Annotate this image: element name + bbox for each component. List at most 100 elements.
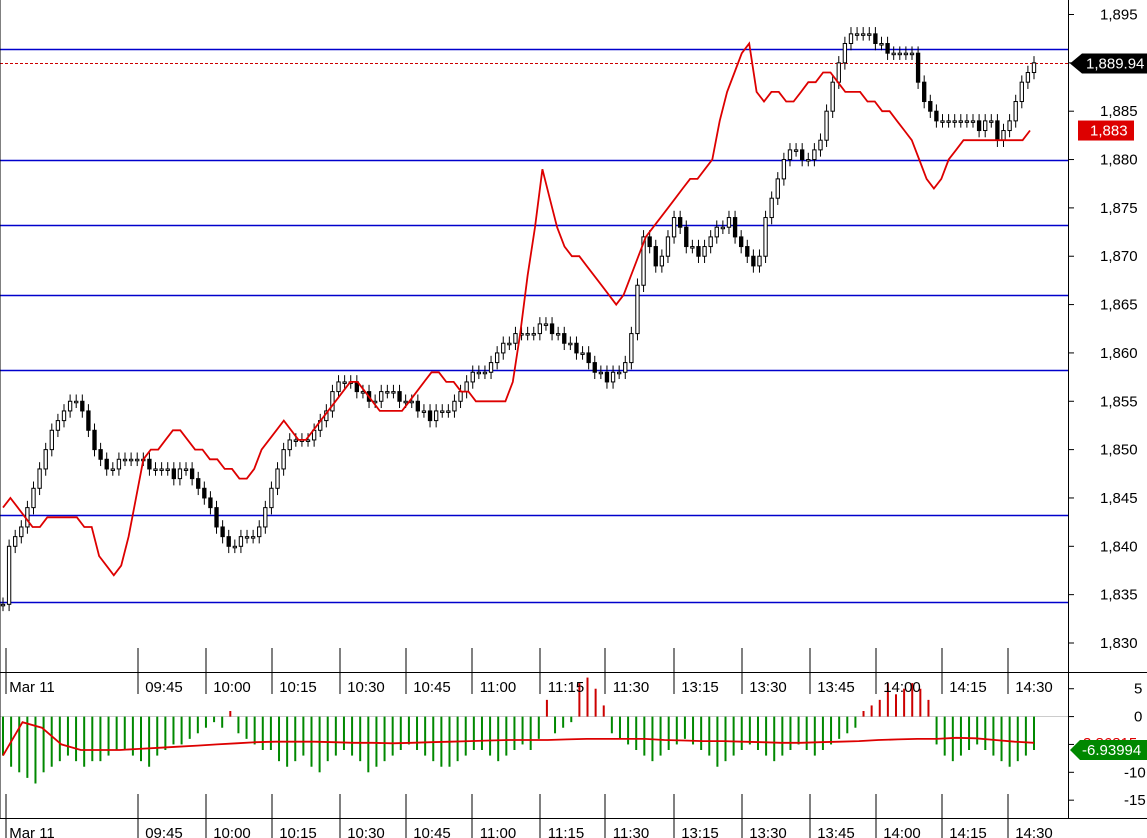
candle [671,210,677,244]
candle-body [958,120,963,123]
candle-body [745,246,750,257]
candle [214,500,219,534]
candle-body [787,149,793,161]
candle [989,114,994,128]
time-tick-label: 11:30 [613,825,649,838]
price-tags: 1,889.94 1,883 [1070,53,1147,141]
candle-body [6,545,12,605]
candle [135,452,140,467]
histogram-tag: -6.93994 [1070,740,1147,761]
candle [513,326,518,351]
candle [690,239,695,254]
price-axis: 1,8951,8901,8851,8801,8751,8701,8651,860… [1068,7,1138,652]
candle [531,326,536,341]
candle [1031,56,1037,80]
candle [629,326,634,370]
candle [153,462,158,476]
candle-body [61,410,67,422]
time-tick-label: 11:00 [480,825,516,838]
candle [269,481,274,515]
candle-body [287,439,292,451]
time-tick-label: 10:15 [279,679,317,696]
candle [397,384,402,409]
candle [842,36,848,70]
time-tick-label: 10:00 [213,825,251,838]
candle-body [812,149,817,161]
candle-body [183,468,189,471]
candle-body [336,381,341,393]
time-tick-label: 13:45 [817,825,855,838]
candle [800,143,805,167]
candle-body [74,400,79,404]
time-tick-label: Mar 11 [9,825,55,838]
candle-body [739,236,744,248]
candle [275,462,280,496]
candle [385,384,390,399]
time-tick-label: 13:30 [749,679,787,696]
time-tick-label: 10:15 [279,825,317,838]
candle-body [915,52,921,83]
candle [427,404,433,428]
candle [330,384,335,418]
candle-body [659,255,665,267]
candle [562,326,567,351]
candle-body [592,362,597,373]
candle-body [98,449,103,460]
histogram-tag-label: -6.93994 [1082,742,1141,759]
candle [739,230,744,254]
candle [714,220,719,244]
candle-body [885,43,890,54]
candle-body [769,197,774,219]
candle-body [836,62,841,83]
red-line-series [2,41,1031,577]
oscillator-panel: 50-5-10-15 -3.86815-6.93994 [0,677,1147,809]
candle [196,471,201,496]
oscillator-histogram [0,677,1068,784]
candle-body [928,101,933,112]
candle-body [842,43,848,64]
candle [983,114,988,138]
time-tick-label: 10:30 [347,825,385,838]
candle [281,442,286,476]
candle [1013,94,1018,128]
candle-body [470,371,475,383]
candle-body [189,468,195,480]
candle-body [671,217,677,238]
candle [189,462,195,486]
candle [1007,114,1012,138]
candle-body [574,342,579,354]
candle-body [970,120,976,123]
candle [873,27,878,51]
candle [440,404,445,418]
candle-body [543,323,549,326]
candle-body [824,110,829,141]
candle-body [128,458,134,462]
candle [433,404,439,428]
candle-body [635,284,640,335]
candle-body [909,52,915,56]
candle-body [696,246,701,257]
candle-body [1013,101,1018,122]
candle-body [171,468,176,480]
candle [507,336,512,351]
candle-body [494,352,500,364]
candle [720,220,726,234]
candle-body [232,545,237,549]
candle-body [330,391,335,412]
candle [958,114,963,128]
time-tick-label: 10:45 [413,825,451,838]
candle-body [507,342,512,346]
candle-body [464,381,469,393]
candle-body [31,487,36,509]
time-tick-label: 14:15 [949,679,987,696]
time-tick-label: 11:15 [548,825,584,838]
candle [80,394,85,418]
candle [1019,75,1024,109]
candle [732,210,738,244]
candle-body [793,149,799,152]
candle [922,75,927,109]
candle-body [806,159,811,162]
price-tick-label: 1,860 [1100,345,1138,362]
candle [55,413,61,438]
time-tick-label: 11:15 [548,679,584,696]
